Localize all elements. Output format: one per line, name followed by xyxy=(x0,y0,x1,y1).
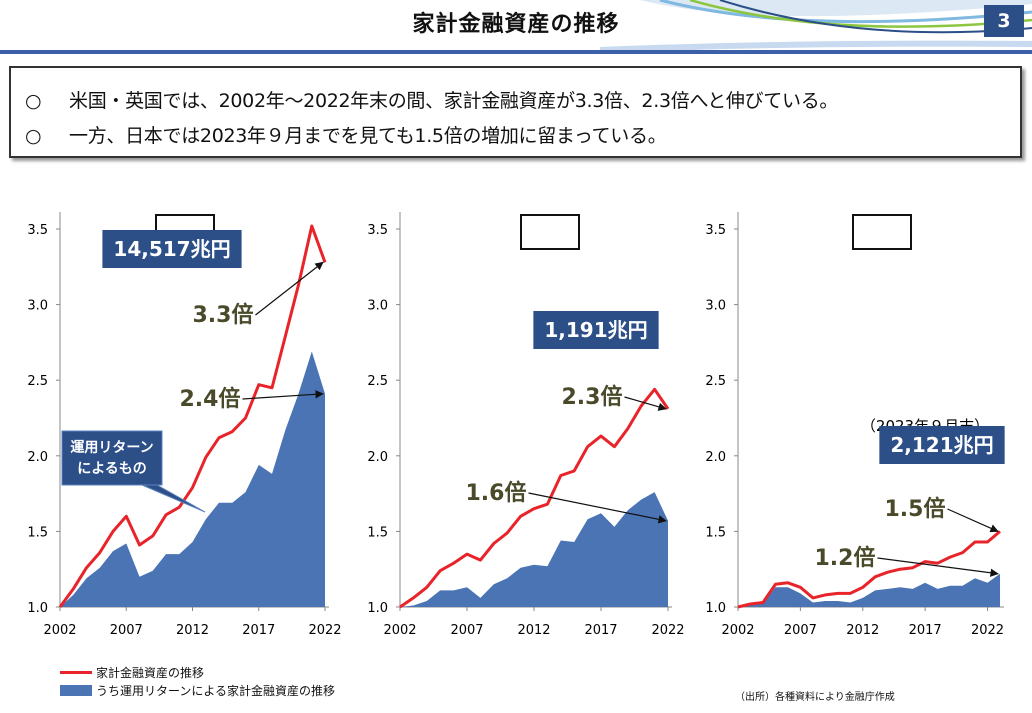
area-series xyxy=(60,351,325,607)
x-tick-label: 2007 xyxy=(784,623,817,638)
callout-pointer xyxy=(141,484,206,513)
summary-text: 米国・英国では、2002年～2022年末の間、家計金融資産が3.3倍、2.3倍へ… xyxy=(69,90,839,112)
bullet-icon: ○ xyxy=(25,90,42,112)
x-tick-label: 2002 xyxy=(383,623,416,638)
value-box-label: 2,121兆円 xyxy=(890,433,993,457)
chart-panel-2: 1.01.52.02.53.03.520022007201220172022英国… xyxy=(367,212,685,638)
y-tick-label: 2.0 xyxy=(705,450,726,465)
summary-line-2: ○ 一方、日本では2023年９月までを見ても1.5倍の増加に留まっている。 xyxy=(25,121,667,148)
annotation-arrow xyxy=(624,396,667,411)
chart-panel-1: 1.01.52.02.53.03.520022007201220172022米国… xyxy=(27,212,342,638)
callout-box xyxy=(61,430,163,486)
y-tick-label: 3.5 xyxy=(367,223,388,238)
y-tick-label: 3.0 xyxy=(27,299,48,314)
line-series xyxy=(737,530,1001,609)
legend-line-swatch xyxy=(60,671,92,674)
y-tick-label: 1.5 xyxy=(705,525,726,540)
area-series xyxy=(400,492,668,607)
x-tick-label: 2002 xyxy=(43,623,76,638)
x-tick-label: 2002 xyxy=(721,623,754,638)
x-tick-label: 2012 xyxy=(846,623,879,638)
x-tick-label: 2017 xyxy=(909,623,942,638)
y-tick-label: 1.0 xyxy=(27,601,48,616)
x-tick-label: 2007 xyxy=(110,623,143,638)
annotation-arrow xyxy=(947,508,999,533)
value-box xyxy=(879,426,1005,464)
ratio-annotation: 1.2倍 xyxy=(815,545,876,571)
summary-text: 一方、日本では2023年９月までを見ても1.5倍の増加に留まっている。 xyxy=(69,125,667,147)
annotation-arrow xyxy=(255,261,324,316)
legend-area-swatch xyxy=(60,685,92,696)
bullet-icon: ○ xyxy=(25,125,42,147)
x-tick-label: 2022 xyxy=(971,623,1004,638)
page-header: 家計金融資産の推移 3 xyxy=(0,0,1032,58)
y-tick-label: 3.5 xyxy=(27,223,48,238)
y-tick-label: 3.5 xyxy=(705,223,726,238)
line-series xyxy=(58,224,327,608)
callout-label: 運用リターン xyxy=(70,440,153,456)
chart-title-box xyxy=(852,214,912,250)
y-tick-label: 1.5 xyxy=(367,525,388,540)
y-tick-label: 2.0 xyxy=(367,450,388,465)
y-tick-label: 2.5 xyxy=(367,374,388,389)
chart-panel-3: 1.01.52.02.53.03.520022007201220172022日本… xyxy=(705,212,1005,638)
page-title: 家計金融資産の推移 xyxy=(412,12,620,37)
page-number: 3 xyxy=(984,5,1024,37)
ratio-annotation: 1.6倍 xyxy=(466,480,527,506)
x-tick-label: 2022 xyxy=(651,623,684,638)
y-tick-label: 1.0 xyxy=(367,601,388,616)
chart-title-box xyxy=(520,214,580,250)
area-series xyxy=(738,573,1000,607)
y-tick-label: 2.0 xyxy=(27,450,48,465)
annotation-arrow xyxy=(877,557,999,577)
x-tick-label: 2017 xyxy=(242,623,275,638)
value-box-label: 1,191兆円 xyxy=(544,318,647,342)
y-tick-label: 1.0 xyxy=(705,601,726,616)
y-tick-label: 1.5 xyxy=(27,525,48,540)
value-box xyxy=(102,230,242,268)
ratio-annotation: 2.4倍 xyxy=(180,386,241,412)
ratio-annotation: 3.3倍 xyxy=(193,302,254,328)
callout-label: によるもの xyxy=(77,461,147,477)
ratio-annotation: 2.3倍 xyxy=(562,384,623,410)
legend-label: うち運用リターンによる家計金融資産の推移 xyxy=(96,684,336,698)
annotation-arrow xyxy=(528,492,667,524)
x-tick-label: 2012 xyxy=(176,623,209,638)
x-tick-label: 2017 xyxy=(584,623,617,638)
source-note: （出所）各種資料により金融庁作成 xyxy=(735,692,895,703)
summary-line-1: ○ 米国・英国では、2002年～2022年末の間、家計金融資産が3.3倍、2.3倍… xyxy=(25,86,838,113)
y-tick-label: 2.5 xyxy=(705,374,726,389)
y-tick-label: 3.0 xyxy=(705,299,726,314)
legend-label: 家計金融資産の推移 xyxy=(96,666,205,680)
summary-box: ○ 米国・英国では、2002年～2022年末の間、家計金融資産が3.3倍、2.3倍… xyxy=(9,66,1022,158)
x-tick-label: 2012 xyxy=(517,623,550,638)
y-tick-label: 3.0 xyxy=(367,299,388,314)
line-series xyxy=(399,387,670,609)
x-tick-label: 2007 xyxy=(450,623,483,638)
value-box xyxy=(533,311,659,349)
y-tick-label: 2.5 xyxy=(27,374,48,389)
annotation-arrow xyxy=(242,390,324,400)
value-box-label: 14,517兆円 xyxy=(113,237,230,261)
header-decoration xyxy=(599,0,1032,53)
x-tick-label: 2022 xyxy=(308,623,341,638)
header-bar xyxy=(0,50,1032,54)
ratio-annotation: 1.5倍 xyxy=(885,496,946,522)
